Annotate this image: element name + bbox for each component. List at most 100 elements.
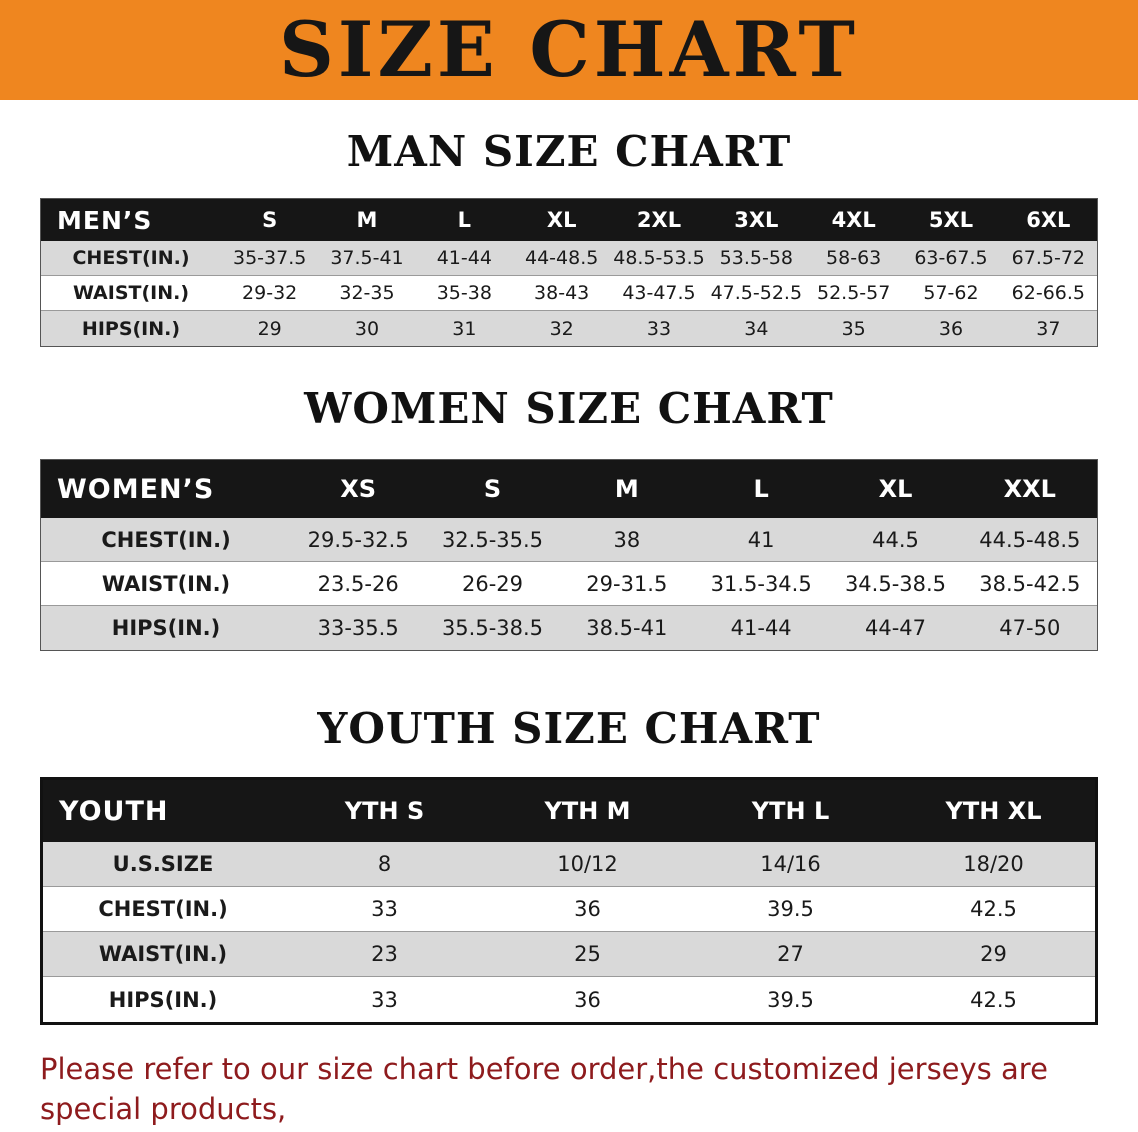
table-cell: 52.5-57 [816, 282, 891, 304]
page-title: SIZE CHART [279, 5, 859, 94]
column-header: YTH L [751, 797, 830, 825]
table-cell: 35-38 [436, 282, 492, 304]
table-cell: 37.5-41 [330, 247, 404, 269]
column-header: XXL [1003, 475, 1056, 503]
women-section-heading: WOMEN SIZE CHART [304, 384, 834, 433]
table-cell: 37 [1036, 317, 1061, 340]
table-cell: 35 [841, 317, 866, 340]
table-cell: 47.5-52.5 [710, 282, 803, 304]
table-header-row: YOUTH YTH S YTH M YTH L YTH XL [43, 780, 1095, 842]
column-header: YTH XL [945, 797, 1042, 825]
table-cell: 23 [371, 942, 398, 966]
table-cell: 36 [574, 897, 601, 921]
table-cell: 27 [777, 942, 804, 966]
column-header: S [262, 208, 278, 232]
table-row: CHEST(IN.) 35-37.5 37.5-41 41-44 44-48.5 48.5… [41, 241, 1097, 276]
row-label: CHEST(IN.) [101, 527, 231, 552]
table-cell: 29 [980, 942, 1007, 966]
table-cell: 44-47 [864, 616, 926, 640]
table-cell: 36 [574, 987, 601, 1012]
table-cell: 38.5-42.5 [979, 571, 1081, 596]
table-cell: 42.5 [970, 897, 1017, 921]
table-cell: 63-67.5 [914, 247, 988, 269]
table-title: WOMEN’S [57, 473, 215, 505]
table-cell: 29-32 [242, 282, 298, 304]
column-header: XL [546, 208, 577, 232]
table-cell: 44-48.5 [524, 247, 599, 269]
table-row: WAIST(IN.) 23 25 27 29 [43, 932, 1095, 977]
table-cell: 38-43 [534, 282, 590, 304]
table-row: WAIST(IN.) 29-32 32-35 35-38 38-43 43-47.5 47.… [41, 276, 1097, 311]
table-title: MEN’S [57, 205, 153, 235]
table-cell: 31 [452, 317, 477, 340]
table-cell: 25 [574, 942, 601, 966]
table-cell: 41-44 [436, 247, 492, 269]
footer-note: Please refer to our size chart before or… [40, 1049, 1118, 1132]
row-label: HIPS(IN.) [81, 317, 181, 340]
column-header: 6XL [1026, 208, 1071, 232]
column-header: YTH M [544, 797, 631, 825]
column-header: M [356, 208, 378, 232]
table-cell: 36 [938, 317, 964, 340]
youth-section: YOUTH SIZE CHART YOUTH YTH S YTH M YTH L YTH… [0, 705, 1138, 1025]
men-section-heading: MAN SIZE CHART [346, 127, 792, 176]
table-cell: 32.5-35.5 [441, 527, 544, 552]
table-header-row: MEN’S S M L XL 2XL 3XL 4XL 5XL 6XL [41, 199, 1097, 241]
table-row: HIPS(IN.) 33 36 39.5 42.5 [43, 977, 1095, 1022]
banner: SIZE CHART [0, 0, 1138, 100]
table-cell: 48.5-53.5 [613, 247, 705, 269]
column-header: 5XL [928, 208, 974, 232]
women-size-table: WOMEN’S XS S M L XL XXL CHEST(IN.) 29.5-32.5 32.5… [40, 459, 1098, 651]
table-title: YOUTH [59, 795, 169, 827]
column-header: M [614, 475, 639, 503]
row-label: WAIST(IN.) [72, 282, 190, 304]
table-row: CHEST(IN.) 33 36 39.5 42.5 [43, 887, 1095, 932]
table-cell: 32-35 [339, 282, 395, 304]
row-label: U.S.SIZE [112, 852, 214, 876]
table-cell: 33 [371, 987, 398, 1012]
row-label: CHEST(IN.) [72, 247, 190, 269]
table-row: U.S.SIZE 8 10/12 14/16 18/20 [43, 842, 1095, 887]
youth-size-table: YOUTH YTH S YTH M YTH L YTH XL U.S.SIZE 8 10/12… [40, 777, 1098, 1025]
table-cell: 57-62 [923, 282, 979, 304]
table-row: CHEST(IN.) 29.5-32.5 32.5-35.5 38 41 44.5 44.5… [41, 518, 1097, 562]
table-cell: 18/20 [963, 852, 1024, 876]
table-cell: 30 [354, 317, 380, 340]
table-cell: 62-66.5 [1011, 282, 1085, 304]
table-cell: 33 [371, 897, 398, 921]
column-header: 3XL [734, 208, 779, 232]
table-cell: 67.5-72 [1011, 247, 1085, 269]
youth-section-heading: YOUTH SIZE CHART [317, 704, 821, 753]
table-cell: 33-35.5 [317, 616, 399, 640]
women-section: WOMEN SIZE CHART WOMEN’S XS S M L XL XXL CHEST(… [0, 385, 1138, 651]
table-cell: 23.5-26 [317, 571, 399, 596]
column-header: L [457, 208, 472, 232]
table-cell: 47-50 [999, 616, 1061, 640]
row-label: HIPS(IN.) [111, 616, 221, 640]
column-header: XS [340, 475, 377, 503]
table-header-row: WOMEN’S XS S M L XL XXL [41, 460, 1097, 518]
table-cell: 33 [646, 317, 672, 340]
table-cell: 58-63 [826, 247, 882, 269]
column-header: L [753, 475, 769, 503]
table-cell: 10/12 [557, 852, 618, 876]
table-cell: 35.5-38.5 [441, 616, 544, 640]
men-size-table: MEN’S S M L XL 2XL 3XL 4XL 5XL 6XL CHEST(IN.) 35-37… [40, 198, 1098, 347]
table-cell: 44.5-48.5 [979, 527, 1081, 552]
table-cell: 39.5 [767, 897, 814, 921]
table-cell: 32 [549, 317, 574, 340]
table-cell: 41-44 [730, 616, 792, 640]
column-header: S [483, 475, 502, 503]
row-label: CHEST(IN.) [98, 897, 228, 921]
table-cell: 42.5 [970, 987, 1017, 1012]
table-cell: 29 [257, 317, 282, 340]
table-row: HIPS(IN.) 29 30 31 32 33 34 35 36 37 [41, 311, 1097, 346]
table-cell: 35-37.5 [232, 247, 307, 269]
men-section: MAN SIZE CHART MEN’S S M L XL 2XL 3XL 4XL 5XL 6XL… [0, 128, 1138, 347]
table-cell: 43-47.5 [622, 282, 696, 304]
table-cell: 29-31.5 [586, 571, 668, 596]
table-cell: 38.5-41 [586, 616, 668, 640]
column-header: 4XL [831, 208, 876, 232]
table-cell: 39.5 [767, 987, 814, 1012]
table-cell: 44.5 [872, 527, 919, 552]
